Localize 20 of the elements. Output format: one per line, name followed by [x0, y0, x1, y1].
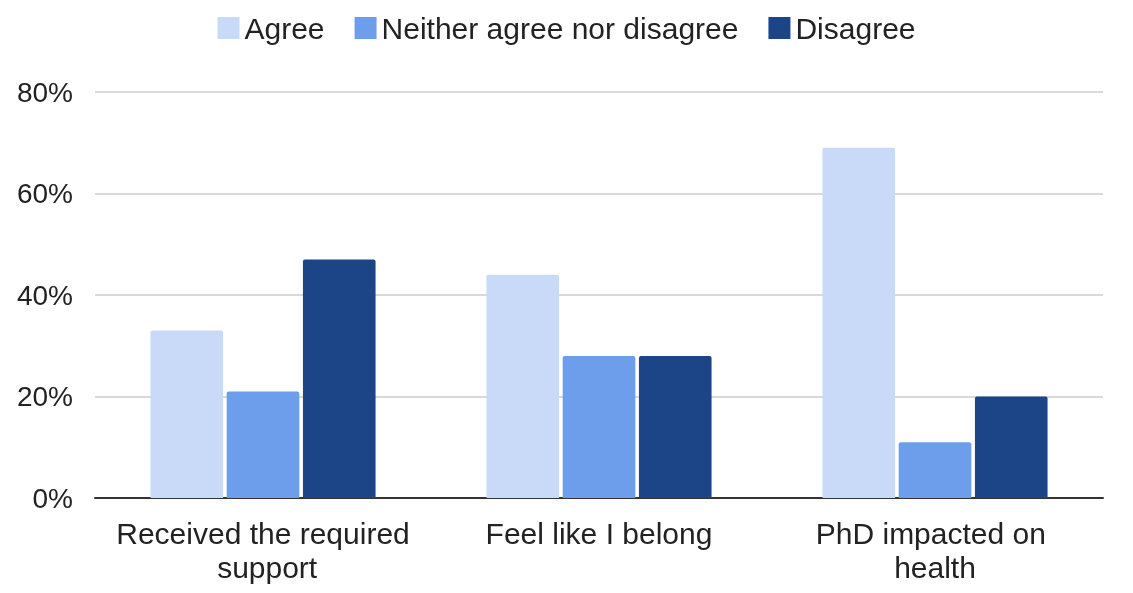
bar: [302, 259, 376, 498]
bar: [638, 355, 712, 498]
bar: [562, 355, 636, 498]
x-tick-label: Received the required support: [116, 516, 410, 584]
y-tick-label: 40%: [16, 279, 73, 311]
bar: [150, 330, 224, 498]
bar: [226, 391, 300, 498]
legend-label: Neither agree nor disagree: [381, 11, 739, 45]
bar: [974, 396, 1048, 498]
legend-label: Agree: [244, 11, 325, 45]
y-tick-label: 20%: [16, 381, 73, 412]
y-tick-label: 80%: [16, 76, 73, 108]
bar: [822, 147, 896, 498]
x-tick-label: Feel like I belong: [485, 516, 713, 550]
bar: [486, 274, 560, 498]
y-tick-label: 0%: [32, 482, 73, 514]
x-tick-label: PhD impacted on health: [815, 516, 1055, 584]
legend-label: Disagree: [795, 11, 916, 45]
y-tick-label: 60%: [16, 178, 73, 209]
bar: [898, 442, 972, 498]
